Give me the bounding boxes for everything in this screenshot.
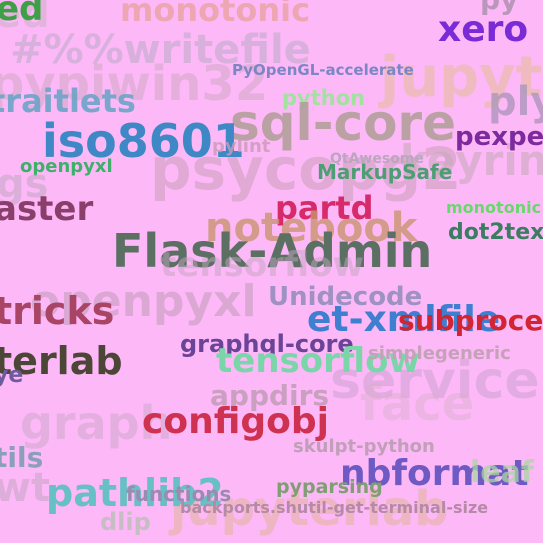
word: #%%writefile <box>10 27 311 73</box>
word: traitlets <box>0 82 136 120</box>
word: monotonic <box>120 0 311 29</box>
word: dlip <box>100 508 151 536</box>
word: PyOpenGL-accelerate <box>232 61 414 79</box>
word: backports.shutil-get-terminal-size <box>180 498 489 517</box>
word: Flask-Admin <box>112 224 433 278</box>
word: Unidecode <box>268 282 423 312</box>
word: nbformat <box>340 453 529 494</box>
word: ed <box>0 0 44 29</box>
word: graph <box>20 396 173 450</box>
word: openpyxl <box>30 276 257 327</box>
word: python <box>282 86 366 110</box>
word: tricks <box>0 289 115 333</box>
word: ply <box>488 79 543 125</box>
word: appdirs <box>210 379 330 412</box>
word: functions <box>126 482 232 506</box>
word: py <box>480 0 518 14</box>
word: jupyterlab <box>170 481 449 537</box>
word: skulpt-python <box>293 436 435 457</box>
word: leaf <box>470 455 534 490</box>
word: MarkupSafe <box>317 160 453 184</box>
word: terlab <box>0 339 123 383</box>
word: QtAwesome <box>330 151 424 167</box>
word: pathlib2 <box>46 471 224 515</box>
word: psycopg2 <box>150 135 462 203</box>
word: partd <box>275 189 374 227</box>
word: pypiwin32 <box>0 56 269 112</box>
word: dot2tex <box>448 220 543 245</box>
word: ye <box>0 363 24 388</box>
word: service <box>330 351 540 411</box>
word: ed <box>0 0 50 37</box>
word: configobj <box>142 401 329 442</box>
word: pexpect <box>455 122 543 152</box>
word: wt <box>0 465 51 511</box>
word: et-xmlfile <box>307 299 501 340</box>
word: jupyter <box>380 45 543 110</box>
word: simplegeneric <box>368 343 511 364</box>
word: graphql-core <box>180 330 354 358</box>
word: tensorflow <box>160 245 364 285</box>
word: subprocess <box>398 304 543 337</box>
word: face <box>360 376 475 432</box>
word: iso8601 <box>42 114 245 168</box>
word: notebook <box>205 205 418 251</box>
word: tils <box>0 441 44 474</box>
word: sql-core <box>230 94 457 152</box>
word: openpyxl <box>20 156 113 177</box>
word: pyparsing <box>276 476 383 498</box>
word: aster <box>0 189 94 229</box>
word: tensorflow <box>216 341 420 381</box>
word: gs <box>0 161 49 207</box>
word: xero <box>438 9 529 50</box>
word: monotonic <box>446 198 542 217</box>
word: pylint <box>212 136 271 157</box>
